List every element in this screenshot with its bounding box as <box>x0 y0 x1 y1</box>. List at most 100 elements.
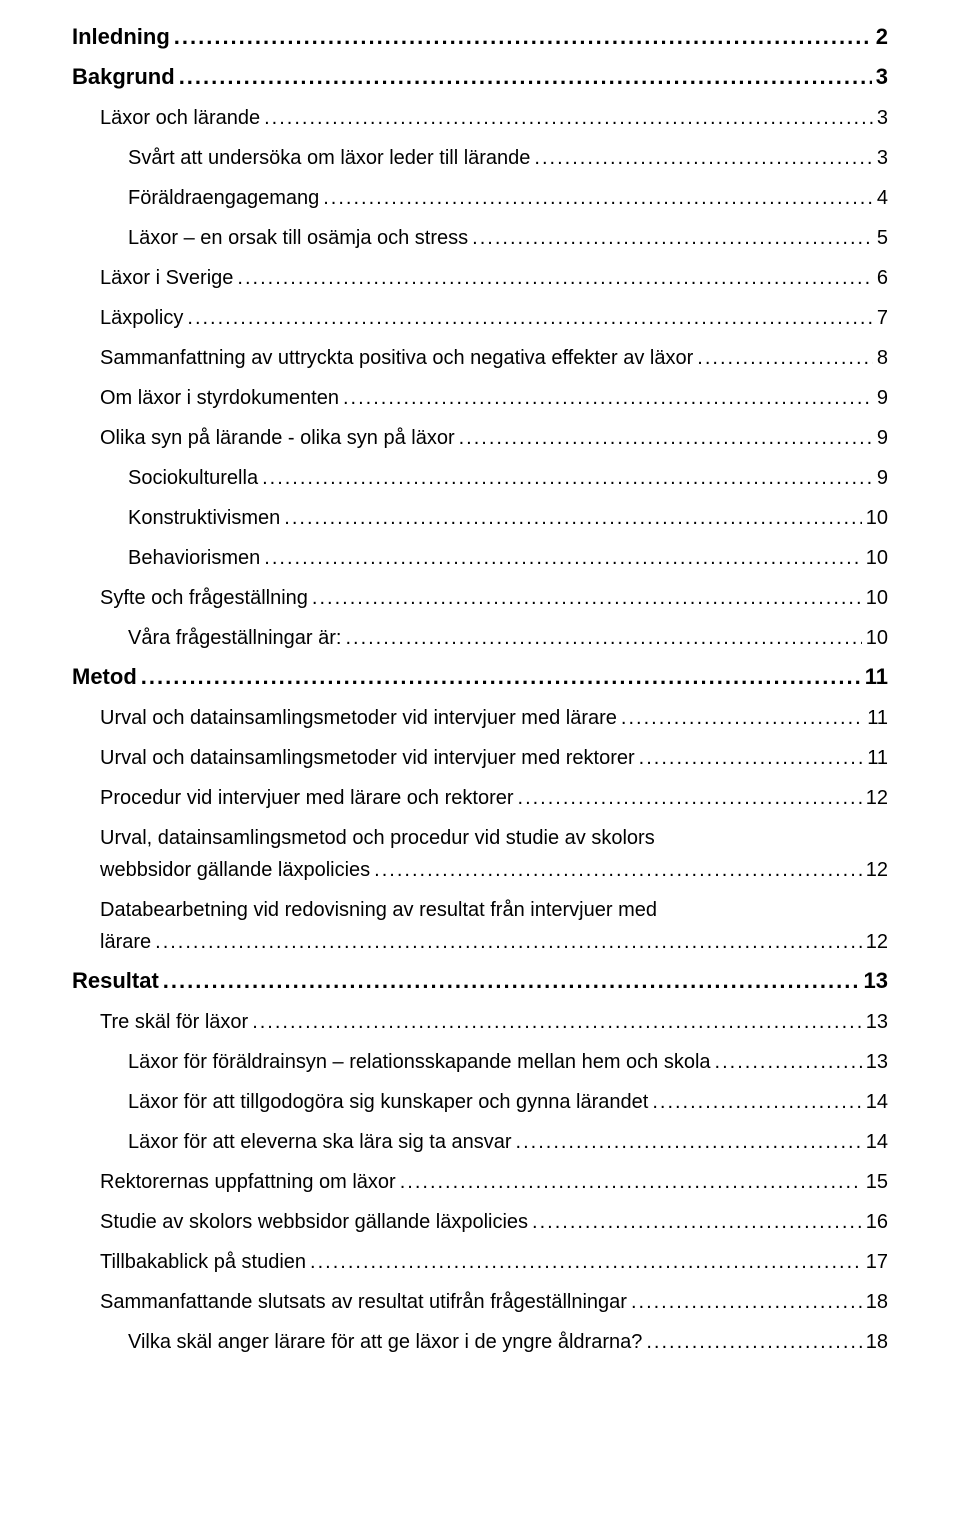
toc-leader: ........................................… <box>264 548 861 568</box>
toc-heading: Resultat................................… <box>72 970 888 992</box>
toc-page-number: 9 <box>877 428 888 448</box>
toc-entry: Sammanfattande slutsats av resultat utif… <box>72 1292 888 1312</box>
toc-label-continued: lärare <box>100 932 151 952</box>
toc-page-number: 8 <box>877 348 888 368</box>
toc-entry: Läxor – en orsak till osämja och stress.… <box>72 228 888 248</box>
toc-label: Läxor – en orsak till osämja och stress <box>128 228 468 248</box>
toc-label: Föräldraengagemang <box>128 188 319 208</box>
toc-page-number: 12 <box>866 932 888 952</box>
toc-label: Svårt att undersöka om läxor leder till … <box>128 148 530 168</box>
toc-leader: ........................................… <box>532 1212 862 1232</box>
toc-page-number: 16 <box>866 1212 888 1232</box>
toc-page-number: 10 <box>866 588 888 608</box>
toc-entry: Rektorernas uppfattning om läxor........… <box>72 1172 888 1192</box>
toc-label: Olika syn på lärande - olika syn på läxo… <box>100 428 455 448</box>
toc-leader: ........................................… <box>400 1172 862 1192</box>
toc-entry: Läxor och lärande.......................… <box>72 108 888 128</box>
toc-heading: Metod...................................… <box>72 666 888 688</box>
toc-heading: Bakgrund................................… <box>72 66 888 88</box>
toc-leader: ........................................… <box>639 748 864 768</box>
toc-leader: ........................................… <box>472 228 873 248</box>
toc-label: Procedur vid intervjuer med lärare och r… <box>100 788 514 808</box>
toc-leader: ........................................… <box>652 1092 861 1112</box>
toc-label: Metod <box>72 666 137 688</box>
toc-page-number: 10 <box>866 548 888 568</box>
toc-entry: Tre skäl för läxor......................… <box>72 1012 888 1032</box>
toc-entry: Läxpolicy...............................… <box>72 308 888 328</box>
toc-page-number: 18 <box>866 1332 888 1352</box>
toc-page-number: 3 <box>877 108 888 128</box>
toc-entry: Läxor i Sverige.........................… <box>72 268 888 288</box>
toc-entry: Olika syn på lärande - olika syn på läxo… <box>72 428 888 448</box>
toc-leader: ........................................… <box>187 308 872 328</box>
toc-leader: ........................................… <box>646 1332 861 1352</box>
toc-leader: ........................................… <box>374 860 862 880</box>
toc-page-number: 11 <box>867 708 888 728</box>
toc-entry: Vilka skäl anger lärare för att ge läxor… <box>72 1332 888 1352</box>
toc-page-number: 9 <box>877 468 888 488</box>
toc-label: Sammanfattande slutsats av resultat utif… <box>100 1292 627 1312</box>
toc-entry: Konstruktivismen........................… <box>72 508 888 528</box>
toc-leader: ........................................… <box>252 1012 862 1032</box>
toc-leader: ........................................… <box>323 188 873 208</box>
toc-leader: ........................................… <box>459 428 873 448</box>
toc-label: Inledning <box>72 26 170 48</box>
toc-leader: ........................................… <box>237 268 872 288</box>
toc-page-number: 5 <box>877 228 888 248</box>
toc-leader: ........................................… <box>631 1292 862 1312</box>
toc-leader: ........................................… <box>264 108 873 128</box>
toc-label: Rektorernas uppfattning om läxor <box>100 1172 396 1192</box>
toc-leader: ........................................… <box>697 348 873 368</box>
toc-entry: Läxor för att eleverna ska lära sig ta a… <box>72 1132 888 1152</box>
toc-entry: Tillbakablick på studien................… <box>72 1252 888 1272</box>
toc-leader: ........................................… <box>262 468 873 488</box>
toc-page-number: 17 <box>866 1252 888 1272</box>
toc-leader: ........................................… <box>621 708 863 728</box>
toc-leader: ........................................… <box>345 628 861 648</box>
toc-label: Om läxor i styrdokumenten <box>100 388 339 408</box>
toc-leader: ........................................… <box>141 666 861 688</box>
toc-page-number: 18 <box>866 1292 888 1312</box>
toc-page-number: 12 <box>866 788 888 808</box>
toc-entry: Svårt att undersöka om läxor leder till … <box>72 148 888 168</box>
toc-entry: Läxor för att tillgodogöra sig kunskaper… <box>72 1092 888 1112</box>
toc-page-number: 10 <box>866 508 888 528</box>
toc-entry: Procedur vid intervjuer med lärare och r… <box>72 788 888 808</box>
toc-label: Läxor för föräldrainsyn – relationsskapa… <box>128 1052 711 1072</box>
toc-page-number: 7 <box>877 308 888 328</box>
toc-heading: Inledning...............................… <box>72 26 888 48</box>
toc-entry: Syfte och frågeställning................… <box>72 588 888 608</box>
toc-label: Konstruktivismen <box>128 508 280 528</box>
toc-entry: Urval, datainsamlingsmetod och procedur … <box>72 828 888 880</box>
toc-leader: ........................................… <box>343 388 873 408</box>
toc-page-number: 13 <box>866 1052 888 1072</box>
toc-page-number: 6 <box>877 268 888 288</box>
toc-page-number: 14 <box>866 1132 888 1152</box>
toc-page-number: 15 <box>866 1172 888 1192</box>
toc-page-number: 9 <box>877 388 888 408</box>
toc-label: Tillbakablick på studien <box>100 1252 306 1272</box>
toc-label: Behaviorismen <box>128 548 260 568</box>
toc-label: Vilka skäl anger lärare för att ge läxor… <box>128 1332 642 1352</box>
toc-label: Syfte och frågeställning <box>100 588 308 608</box>
toc-label: Våra frågeställningar är: <box>128 628 341 648</box>
toc-label: Urval, datainsamlingsmetod och procedur … <box>100 828 655 848</box>
toc-label: Urval och datainsamlingsmetoder vid inte… <box>100 708 617 728</box>
toc-entry: Sociokulturella.........................… <box>72 468 888 488</box>
toc-entry: Urval och datainsamlingsmetoder vid inte… <box>72 748 888 768</box>
toc-label: Tre skäl för läxor <box>100 1012 248 1032</box>
toc-label: Läxor för att eleverna ska lära sig ta a… <box>128 1132 512 1152</box>
toc-leader: ........................................… <box>534 148 872 168</box>
toc-page-number: 13 <box>864 970 888 992</box>
toc-entry: Behaviorismen...........................… <box>72 548 888 568</box>
toc-leader: ........................................… <box>310 1252 862 1272</box>
toc-leader: ........................................… <box>174 26 872 48</box>
toc-label: Resultat <box>72 970 159 992</box>
toc-label: Bakgrund <box>72 66 175 88</box>
toc-leader: ........................................… <box>179 66 872 88</box>
toc-page-number: 10 <box>866 628 888 648</box>
toc-label-continued: webbsidor gällande läxpolicies <box>100 860 370 880</box>
toc-entry: Läxor för föräldrainsyn – relationsskapa… <box>72 1052 888 1072</box>
toc-page-number: 3 <box>876 66 888 88</box>
toc-leader: ........................................… <box>312 588 862 608</box>
